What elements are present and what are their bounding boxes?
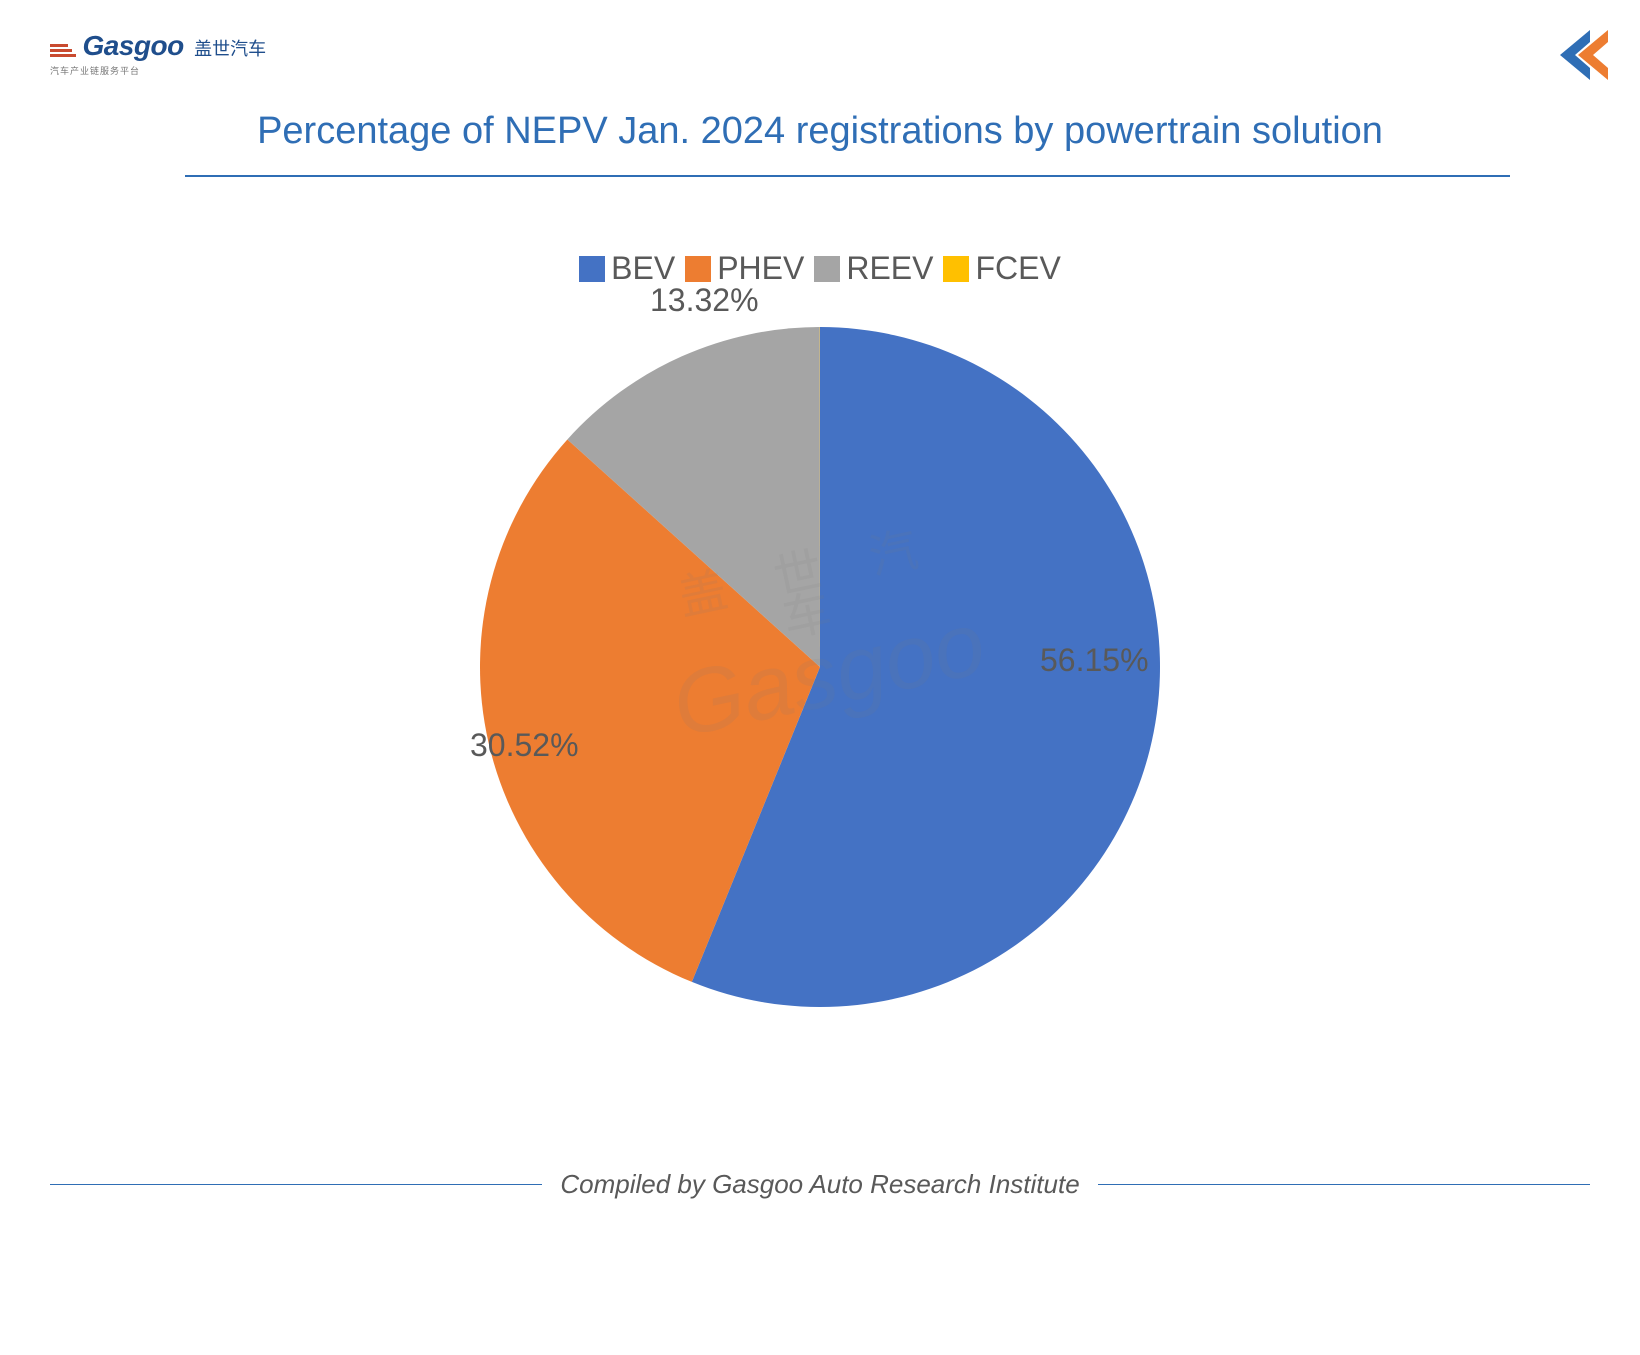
legend-swatch-icon xyxy=(814,256,840,282)
logo-cn: 盖世汽车 xyxy=(194,39,266,59)
pie-label-reev: 13.32% xyxy=(650,282,759,319)
footer-text: Compiled by Gasgoo Auto Research Institu… xyxy=(542,1169,1097,1200)
title-underline xyxy=(185,175,1510,177)
corner-arrow-icon xyxy=(1550,30,1610,85)
gasgoo-logo: Gasgoo 盖世汽车 汽车产业链服务平台 xyxy=(50,30,266,77)
legend-swatch-icon xyxy=(943,256,969,282)
legend-item-reev: REEV xyxy=(814,250,933,287)
pie-label-bev: 56.15% xyxy=(1040,642,1149,679)
legend-label: FCEV xyxy=(975,250,1060,287)
legend-swatch-icon xyxy=(685,256,711,282)
chart-legend: BEVPHEVREEVFCEV xyxy=(0,250,1640,287)
logo-brand: Gasgoo xyxy=(82,30,183,61)
pie-container: 盖 世 汽 车 Gasgoo 56.15%30.52%13.32% xyxy=(480,327,1160,1007)
footer: Compiled by Gasgoo Auto Research Institu… xyxy=(50,1169,1590,1200)
footer-line-left xyxy=(50,1184,542,1186)
chart-title: Percentage of NEPV Jan. 2024 registratio… xyxy=(50,110,1590,153)
logo-tagline: 汽车产业链服务平台 xyxy=(50,64,266,77)
logo-stripes-icon xyxy=(50,42,76,59)
legend-swatch-icon xyxy=(579,256,605,282)
chart-area: BEVPHEVREEVFCEV 盖 世 汽 车 Gasgoo 56.15%30.… xyxy=(0,250,1640,1007)
pie-label-phev: 30.52% xyxy=(470,727,579,764)
footer-line-right xyxy=(1098,1184,1590,1186)
legend-label: REEV xyxy=(846,250,933,287)
legend-item-fcev: FCEV xyxy=(943,250,1060,287)
